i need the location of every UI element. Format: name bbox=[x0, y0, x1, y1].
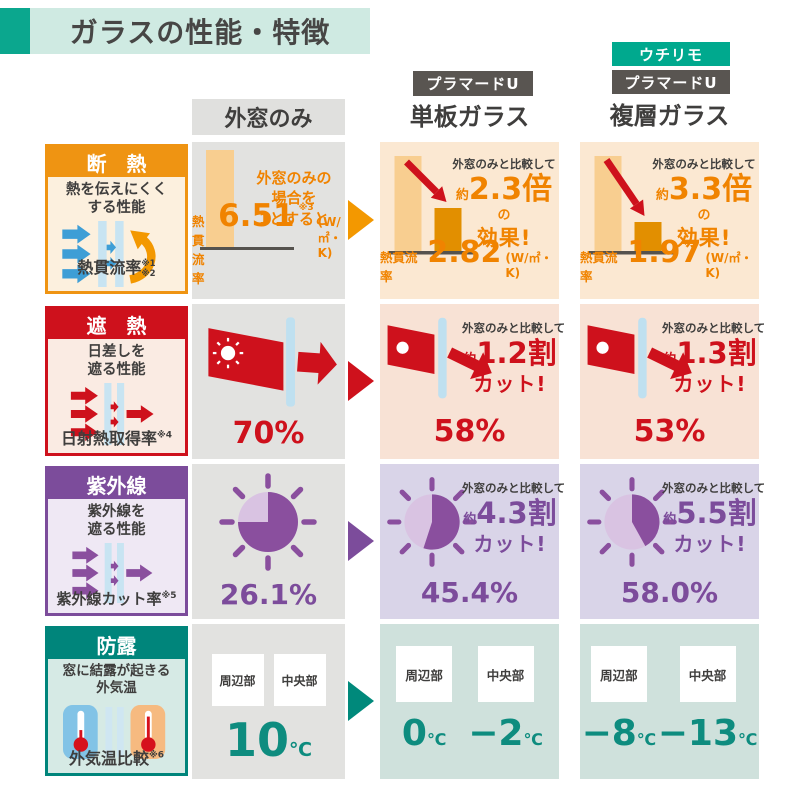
compare-note-insulation-single: 外窓のみと比較して 約2.3倍の 効果! bbox=[452, 157, 556, 251]
shgc-single: 58% bbox=[433, 414, 506, 449]
row-desc-uv: 紫外線を 遮る性能 bbox=[87, 504, 146, 539]
thermometers-icon bbox=[62, 704, 165, 759]
row-title-shading: 遮 熱 bbox=[48, 309, 185, 339]
center-label: 中央部 bbox=[273, 654, 326, 706]
cell-insulation-outer-only: 外窓のみの 場合を 1とすると 熱貫流率 6.51 ※3 (W/㎡・K) bbox=[192, 142, 345, 299]
periphery-temp-single: 周辺部 0℃ bbox=[396, 646, 453, 779]
arrow-right-red-icon bbox=[348, 361, 374, 401]
uchirimo-badge: ウチリモ bbox=[612, 42, 730, 66]
heat-insulation-arrows-icon bbox=[61, 221, 156, 288]
u-value-single: 熱貫流率 2.82 (W/㎡・K) bbox=[380, 235, 553, 285]
arrow-right-teal-icon bbox=[348, 681, 374, 721]
temp-zone-labels: 周辺部 中央部 bbox=[192, 654, 345, 706]
row-title-insulation: 断 熱 bbox=[48, 147, 185, 177]
cell-condensation-outer-only: 周辺部 中央部 10℃ bbox=[192, 624, 345, 779]
row-metric-insulation: 熱貫流率 ※1 ※2 bbox=[77, 258, 156, 280]
sun-arrow-deflected-icon bbox=[587, 317, 692, 399]
compare-note-shading-double: 外窓のみと比較して 約1.3割 カット! bbox=[662, 321, 766, 397]
center-temp-single: 中央部 −2℃ bbox=[468, 646, 543, 779]
row-desc-condensation: 窓に結露が起きる 外気温 bbox=[62, 663, 171, 696]
periphery-temp-double: 周辺部 −8℃ bbox=[582, 646, 656, 779]
bar-compare-icon bbox=[388, 156, 475, 255]
cell-uv-double: 外窓のみと比較して 約5.5割 カット! 58.0% bbox=[580, 464, 766, 619]
uv-sun-pie-icon bbox=[387, 477, 477, 567]
row-label-shading: 遮 熱 日差しを 遮る性能 日射熱取得率※4 bbox=[45, 306, 188, 456]
cell-insulation-double: 外窓のみと比較して 約3.3倍の 効果! 熱貫流率 1.97 (W/㎡・K) bbox=[580, 142, 759, 299]
arrow-right-orange-icon bbox=[348, 200, 374, 240]
uv-cut-double: 58.0% bbox=[620, 576, 719, 609]
uv-cut-single: 45.4% bbox=[420, 576, 519, 609]
column-header-single-glass: 単板ガラス bbox=[409, 103, 530, 131]
uv-sun-pie-icon bbox=[219, 473, 317, 571]
cell-insulation-single: 外窓のみと比較して 約2.3倍の 効果! 熱貫流率 2.82 (W/㎡・K) bbox=[380, 142, 559, 299]
cell-condensation-single: 周辺部 0℃ 中央部 −2℃ bbox=[380, 624, 559, 779]
shgc-outer: 70% bbox=[232, 416, 305, 451]
page-title: ガラスの性能・特徴 bbox=[69, 16, 331, 49]
column-header-double-glass: 複層ガラス bbox=[609, 102, 730, 130]
plamade-u-badge-col3: プラマードU bbox=[612, 70, 730, 94]
sun-block-arrows-icon bbox=[70, 383, 154, 446]
cell-condensation-double: 周辺部 −8℃ 中央部 −13℃ bbox=[580, 624, 759, 779]
u-value-outer: 熱貫流率 6.51 ※3 (W/㎡・K) bbox=[192, 198, 342, 287]
row-metric-uv: 紫外線カット率※5 bbox=[56, 590, 177, 608]
row-desc-shading: 日差しを 遮る性能 bbox=[87, 344, 146, 379]
row-desc-insulation: 熱を伝えにくく する性能 bbox=[65, 182, 168, 217]
bar-compare-icon bbox=[588, 156, 675, 255]
row-label-uv: 紫外線 紫外線を 遮る性能 紫外線カット率※5 bbox=[45, 466, 188, 616]
row-title-uv: 紫外線 bbox=[48, 469, 185, 499]
row-title-condensation: 防露 bbox=[48, 629, 185, 659]
temp-outer: 10℃ bbox=[224, 713, 313, 767]
cell-uv-outer-only: 26.1% bbox=[192, 464, 345, 619]
uv-sun-pie-icon bbox=[587, 477, 677, 567]
row-metric-shading: 日射熱取得率※4 bbox=[60, 429, 173, 448]
compare-note-uv-double: 外窓のみと比較して 約5.5割 カット! bbox=[662, 481, 766, 557]
u-value-double: 熱貫流率 1.97 (W/㎡・K) bbox=[580, 235, 753, 285]
plamade-u-badge-col2: プラマードU bbox=[413, 71, 533, 96]
cell-uv-single: 外窓のみと比較して 約4.3割 カット! 45.4% bbox=[380, 464, 566, 619]
sun-arrow-through-glass-icon bbox=[208, 317, 337, 407]
periphery-label: 周辺部 bbox=[211, 654, 264, 706]
cell-shading-double: 外窓のみと比較して 約1.3割 カット! 53% bbox=[580, 304, 766, 459]
row-label-insulation: 断 熱 熱を伝えにくく する性能 熱貫流率 ※1 ※2 bbox=[45, 144, 188, 294]
row-label-condensation: 防露 窓に結露が起きる 外気温 外気温比較※6 bbox=[45, 626, 188, 776]
cell-shading-outer-only: 70% bbox=[192, 304, 345, 459]
column-header-outer-window: 外窓のみ bbox=[192, 99, 345, 135]
compare-note-insulation-double: 外窓のみと比較して 約3.3倍の 効果! bbox=[652, 157, 756, 251]
baseline-note: 外窓のみの 場合を 1とすると bbox=[256, 169, 332, 228]
compare-note-uv-single: 外窓のみと比較して 約4.3割 カット! bbox=[462, 481, 566, 557]
compare-note-shading-single: 外窓のみと比較して 約1.2割 カット! bbox=[462, 321, 566, 397]
arrow-right-purple-icon bbox=[348, 521, 374, 561]
bar-outer-only bbox=[206, 150, 234, 247]
page-title-bar: ガラスの性能・特徴 bbox=[30, 8, 370, 54]
sun-arrow-deflected-icon bbox=[387, 317, 492, 399]
cell-shading-single: 外窓のみと比較して 約1.2割 カット! 58% bbox=[380, 304, 566, 459]
uv-cut-outer: 26.1% bbox=[219, 578, 318, 611]
uv-block-arrows-icon bbox=[71, 543, 152, 604]
chart-baseline bbox=[200, 247, 294, 250]
center-temp-double: 中央部 −13℃ bbox=[658, 646, 757, 779]
row-metric-condensation: 外気温比較※6 bbox=[68, 749, 165, 768]
shgc-double: 53% bbox=[633, 414, 706, 449]
title-accent-square bbox=[0, 8, 30, 54]
